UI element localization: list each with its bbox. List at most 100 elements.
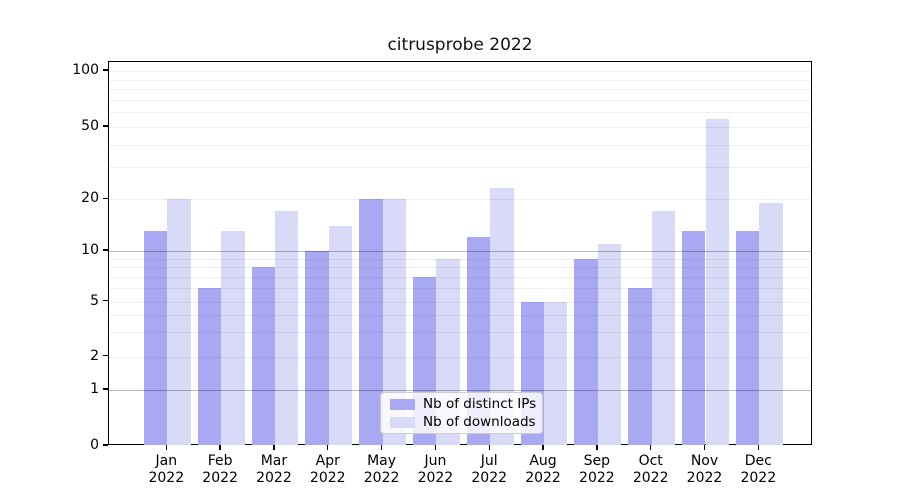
x-tick-label: Aug 2022	[513, 453, 573, 487]
gridline-minor	[109, 127, 811, 128]
x-tick-year: 2022	[686, 470, 723, 486]
y-tick-label: 100	[72, 62, 99, 78]
gridline-minor	[109, 71, 811, 72]
x-tick-year: 2022	[256, 470, 292, 486]
x-tick-year: 2022	[525, 470, 561, 486]
x-tick-mark	[165, 445, 167, 450]
x-tick-month: Jun	[424, 453, 447, 469]
x-tick-month: Aug	[529, 453, 557, 469]
gridline-minor	[109, 89, 811, 91]
y-tick-label: 2	[90, 347, 99, 364]
y-tick-label: 5	[90, 292, 99, 309]
gridline-minor	[109, 301, 811, 303]
bar-downloads	[328, 225, 353, 445]
bar-downloads	[597, 243, 622, 445]
x-tick-year: 2022	[740, 470, 777, 486]
y-tick-mark	[103, 125, 108, 127]
x-tick-month: May	[367, 453, 397, 469]
x-tick-month: Feb	[207, 453, 233, 469]
x-tick-year: 2022	[148, 470, 185, 486]
x-tick-label: Apr 2022	[298, 453, 358, 487]
x-tick-label: Jan 2022	[136, 453, 196, 487]
gridline-minor	[109, 356, 811, 358]
x-tick-label: Sep 2022	[567, 453, 627, 487]
bar-distinct-ips	[682, 231, 706, 445]
bar-downloads	[490, 188, 514, 445]
chart-title: citrusprobe 2022	[387, 35, 533, 55]
x-tick-year: 2022	[417, 470, 454, 486]
x-tick-year: 2022	[632, 470, 669, 486]
x-tick-mark	[434, 445, 437, 450]
x-tick-label: Nov 2022	[675, 453, 735, 487]
x-tick-mark	[219, 445, 221, 450]
y-tick-mark	[103, 388, 108, 390]
y-tick-mark	[103, 354, 108, 357]
gridline-minor	[109, 199, 811, 201]
gridline-major	[109, 251, 811, 252]
x-tick-month: Oct	[638, 453, 663, 469]
x-tick-month: Mar	[260, 453, 288, 469]
bar-downloads	[705, 119, 729, 445]
y-tick-mark	[103, 197, 108, 199]
gridline-minor	[109, 167, 811, 169]
x-tick-mark	[757, 445, 759, 450]
bar-downloads	[651, 211, 676, 445]
legend-swatch	[390, 398, 415, 410]
legend-label: Nb of distinct IPs	[423, 395, 537, 412]
x-tick-mark	[380, 445, 383, 450]
x-tick-mark	[273, 445, 275, 450]
x-tick-year: 2022	[309, 470, 346, 486]
x-tick-year: 2022	[202, 470, 238, 486]
gridline-minor	[109, 144, 811, 146]
y-tick-mark	[103, 299, 108, 302]
x-tick-month: Jan	[155, 453, 178, 469]
gridline-minor	[109, 79, 811, 81]
x-tick-label: Dec 2022	[728, 453, 788, 487]
y-tick-mark	[103, 69, 108, 71]
legend-swatch	[390, 416, 415, 428]
y-tick-mark	[103, 249, 108, 251]
x-tick-mark	[649, 445, 652, 450]
x-tick-month: Apr	[315, 453, 340, 469]
bar-distinct-ips	[735, 231, 760, 445]
x-tick-year: 2022	[363, 470, 400, 486]
bar-distinct-ips	[197, 288, 222, 445]
x-tick-label: Oct 2022	[621, 453, 681, 487]
x-tick-month: Sep	[583, 453, 611, 469]
plot-area	[108, 61, 812, 445]
x-tick-mark	[703, 445, 706, 450]
gridline-minor	[109, 267, 811, 269]
bar-distinct-ips	[359, 199, 383, 445]
bar-downloads	[167, 199, 191, 445]
bar-downloads	[759, 203, 783, 445]
x-tick-label: May 2022	[352, 453, 412, 487]
bar-downloads	[382, 199, 406, 445]
y-tick-label: 10	[81, 242, 99, 258]
x-tick-month: Dec	[744, 453, 772, 469]
gridline-minor	[109, 314, 811, 316]
legend-entry: Nb of downloads	[390, 413, 542, 430]
x-tick-year: 2022	[471, 470, 508, 486]
x-tick-label: Feb 2022	[190, 453, 250, 487]
x-tick-mark	[488, 445, 490, 450]
x-tick-month: Jul	[480, 453, 498, 469]
gridline-minor	[109, 99, 811, 101]
gridline-minor	[109, 276, 811, 278]
x-tick-mark	[327, 445, 329, 450]
gridline-minor	[109, 258, 811, 260]
x-tick-mark	[542, 445, 544, 450]
bar-downloads	[274, 211, 299, 445]
x-tick-year: 2022	[579, 470, 615, 486]
y-tick-label: 0	[90, 437, 99, 453]
bar-distinct-ips	[251, 267, 275, 445]
y-tick-label: 20	[81, 190, 99, 207]
gridline-minor	[109, 288, 811, 290]
bar-distinct-ips	[305, 251, 329, 445]
legend-label: Nb of downloads	[423, 413, 536, 430]
bar-distinct-ips	[143, 231, 168, 445]
bar-distinct-ips	[574, 258, 598, 445]
bar-downloads	[544, 301, 568, 445]
bar-downloads	[221, 231, 245, 445]
bar-distinct-ips	[628, 288, 652, 445]
